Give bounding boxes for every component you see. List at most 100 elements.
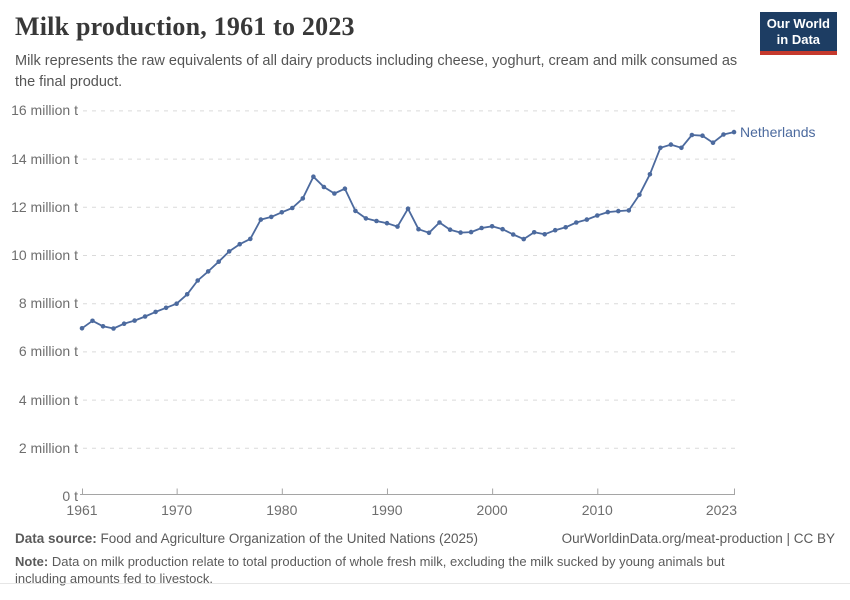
- data-point[interactable]: [679, 145, 684, 151]
- data-point[interactable]: [521, 236, 526, 242]
- y-axis-label: 16 million t: [11, 102, 78, 119]
- data-point[interactable]: [563, 225, 568, 230]
- owid-logo[interactable]: Our World in Data: [759, 12, 837, 55]
- data-point[interactable]: [342, 186, 348, 191]
- chart-header: Milk production, 1961 to 2023 Milk repre…: [15, 12, 840, 93]
- data-point[interactable]: [374, 218, 379, 224]
- data-point[interactable]: [174, 301, 179, 307]
- y-axis-label: 6 million t: [18, 343, 78, 360]
- chart-footer: Data source: Food and Agriculture Organi…: [15, 531, 835, 587]
- data-point[interactable]: [574, 220, 579, 225]
- y-axis-label: 2 million t: [18, 439, 78, 456]
- data-point[interactable]: [500, 226, 505, 232]
- data-point[interactable]: [395, 224, 400, 229]
- data-point[interactable]: [616, 208, 621, 214]
- data-point[interactable]: [710, 140, 716, 145]
- x-axis-label: 2010: [581, 502, 613, 518]
- series-label-netherlands: Netherlands: [740, 124, 816, 141]
- data-point[interactable]: [647, 172, 653, 177]
- data-point[interactable]: [447, 227, 453, 232]
- data-point[interactable]: [90, 318, 95, 324]
- data-point[interactable]: [121, 321, 127, 327]
- data-point[interactable]: [100, 324, 106, 329]
- data-point[interactable]: [721, 132, 726, 137]
- data-point[interactable]: [132, 318, 137, 323]
- data-point[interactable]: [163, 305, 169, 311]
- data-point[interactable]: [153, 309, 158, 315]
- y-axis-label: 12 million t: [11, 198, 78, 215]
- data-point[interactable]: [321, 184, 327, 190]
- data-point[interactable]: [458, 230, 463, 235]
- data-point[interactable]: [426, 230, 432, 236]
- data-point[interactable]: [405, 206, 411, 211]
- note: Note: Data on milk production relate to …: [15, 553, 777, 587]
- chart-subtitle: Milk represents the raw equivalents of a…: [15, 53, 738, 90]
- data-point[interactable]: [552, 227, 558, 233]
- page-title: Milk production, 1961 to 2023: [15, 12, 355, 41]
- data-point[interactable]: [689, 132, 695, 138]
- data-point[interactable]: [437, 220, 442, 225]
- data-source: Data source: Food and Agriculture Organi…: [15, 531, 478, 546]
- data-source-row: Data source: Food and Agriculture Organi…: [15, 531, 835, 546]
- data-point[interactable]: [584, 217, 590, 222]
- series-line[interactable]: [81, 131, 735, 330]
- data-point[interactable]: [258, 217, 264, 222]
- data-point[interactable]: [637, 192, 642, 198]
- data-point[interactable]: [468, 229, 474, 235]
- x-axis-label: 2000: [476, 502, 508, 518]
- data-point[interactable]: [363, 216, 369, 221]
- y-axis-label: 8 million t: [18, 295, 78, 312]
- y-axis-label: 10 million t: [11, 247, 78, 263]
- data-source-text: Food and Agriculture Organization of the…: [100, 531, 479, 546]
- y-axis-label: 4 million t: [18, 391, 78, 408]
- data-point[interactable]: [195, 278, 200, 283]
- data-point[interactable]: [542, 232, 547, 237]
- data-point[interactable]: [300, 196, 306, 201]
- data-point[interactable]: [248, 236, 253, 242]
- x-axis-label: 1980: [266, 502, 298, 518]
- data-point[interactable]: [668, 142, 674, 147]
- citation-link[interactable]: OurWorldinData.org/meat-production | CC …: [561, 531, 835, 546]
- x-axis-label: 2023: [705, 502, 737, 518]
- data-point[interactable]: [237, 241, 242, 247]
- owid-logo-line1: Our World: [766, 16, 830, 31]
- x-axis-label: 1990: [371, 502, 403, 518]
- data-source-label: Data source:: [15, 531, 97, 546]
- data-point[interactable]: [184, 292, 190, 297]
- data-point[interactable]: [489, 224, 495, 229]
- data-point[interactable]: [311, 174, 316, 179]
- data-point[interactable]: [205, 269, 211, 274]
- data-point[interactable]: [700, 133, 705, 138]
- data-point[interactable]: [531, 230, 537, 235]
- data-point[interactable]: [216, 259, 221, 265]
- data-point[interactable]: [279, 210, 285, 215]
- data-point[interactable]: [332, 191, 337, 196]
- note-label: Note:: [15, 554, 49, 569]
- data-point[interactable]: [658, 145, 663, 151]
- data-point[interactable]: [510, 232, 516, 237]
- bottom-divider: [0, 583, 850, 584]
- data-point[interactable]: [111, 326, 116, 331]
- data-point[interactable]: [595, 213, 600, 218]
- data-point[interactable]: [79, 326, 85, 331]
- x-axis-label: 1970: [161, 502, 193, 518]
- y-axis-label: 0 t: [62, 488, 78, 504]
- data-point[interactable]: [479, 225, 484, 231]
- owid-logo-line2: in Data: [776, 32, 821, 47]
- data-point[interactable]: [384, 220, 390, 226]
- data-point[interactable]: [626, 208, 632, 213]
- y-axis-label: 14 million t: [11, 150, 78, 167]
- data-point[interactable]: [142, 314, 148, 319]
- data-point[interactable]: [353, 208, 358, 214]
- data-point[interactable]: [290, 205, 295, 211]
- data-point[interactable]: [605, 209, 611, 215]
- data-point[interactable]: [226, 249, 232, 254]
- note-text: Data on milk production relate to total …: [15, 554, 725, 586]
- data-point[interactable]: [416, 226, 421, 232]
- data-point[interactable]: [731, 129, 737, 135]
- x-axis-label: 1961: [66, 502, 98, 518]
- data-point[interactable]: [269, 214, 274, 220]
